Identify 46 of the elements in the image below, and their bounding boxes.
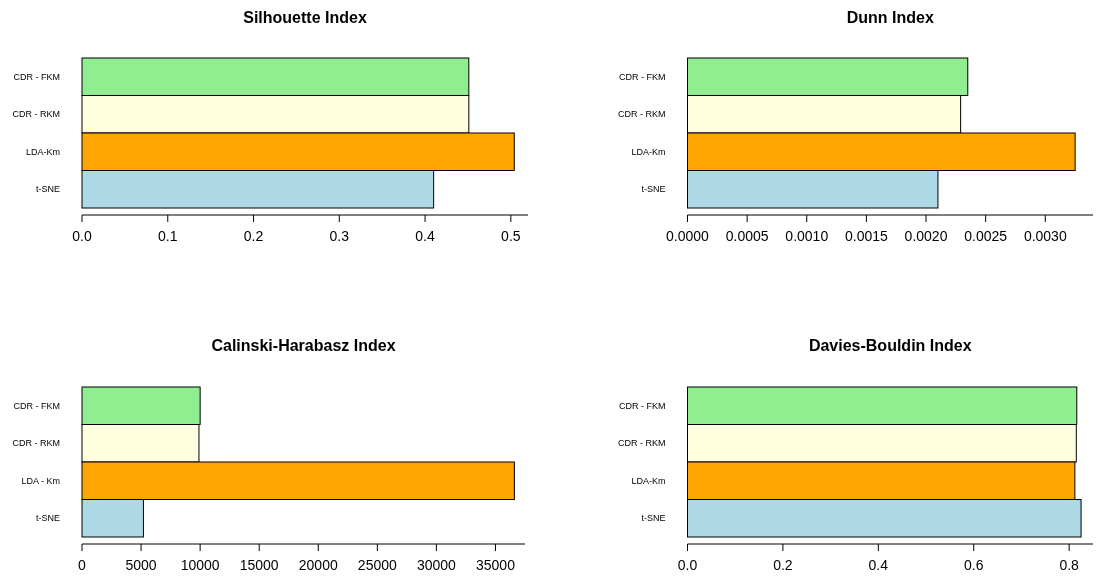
y-tick-label: CDR - FKM: [619, 71, 666, 82]
x-tick-label: 0.2: [773, 557, 793, 573]
x-tick-label: 0.0: [677, 557, 698, 573]
x-tick-label: 0.0000: [666, 228, 710, 244]
x-tick-label: 0.0025: [964, 228, 1008, 244]
x-tick-label: 20000: [298, 557, 338, 573]
x-tick-label: 35000: [476, 557, 516, 573]
x-tick-label: 10000: [180, 557, 220, 573]
x-tick-label: 0.0020: [904, 228, 948, 244]
chart-title: Davies-Bouldin Index: [808, 337, 972, 354]
y-tick-label: CDR - RKM: [618, 109, 666, 120]
y-tick-label: CDR - FKM: [619, 400, 666, 411]
x-tick-label: 0.3: [329, 228, 350, 244]
x-tick-label: 0: [78, 557, 87, 573]
y-tick-label: t-SNE: [35, 184, 60, 195]
y-tick-label: LDA-Km: [631, 146, 666, 157]
x-tick-label: 0.6: [964, 557, 984, 573]
x-tick-label: 0.5: [501, 228, 521, 244]
x-tick-label: 0.0015: [844, 228, 889, 244]
chart-title: Dunn Index: [846, 9, 934, 26]
x-tick-label: 5000: [125, 557, 157, 573]
y-tick-label: LDA - Km: [21, 475, 60, 486]
y-tick-label: CDR - FKM: [13, 400, 60, 411]
x-tick-label: 0.0005: [725, 228, 769, 244]
x-tick-label: 15000: [239, 557, 279, 573]
y-tick-label: t-SNE: [35, 513, 60, 524]
x-tick-label: 0.0: [72, 228, 92, 244]
y-tick-label: CDR - RKM: [12, 109, 60, 120]
y-tick-label: CDR - RKM: [12, 438, 60, 449]
chart-title: Calinski-Harabasz Index: [211, 337, 396, 354]
y-tick-label: CDR - FKM: [13, 71, 60, 82]
x-tick-label: 0.8: [1059, 557, 1080, 573]
x-tick-label: 0.0010: [785, 228, 829, 244]
y-tick-label: t-SNE: [641, 184, 666, 195]
x-tick-label: 0.0030: [1023, 228, 1067, 244]
x-tick-label: 0.4: [415, 228, 436, 244]
x-tick-label: 0.2: [243, 228, 264, 244]
x-tick-label: 30000: [416, 557, 457, 573]
y-tick-label: CDR - RKM: [618, 438, 666, 449]
y-tick-label: LDA-Km: [631, 475, 666, 486]
x-tick-label: 0.4: [868, 557, 889, 573]
x-tick-label: 0.1: [158, 228, 178, 244]
y-tick-label: t-SNE: [641, 513, 666, 524]
chart-title: Silhouette Index: [243, 9, 367, 26]
y-tick-label: LDA-Km: [25, 146, 60, 157]
x-tick-label: 25000: [357, 557, 398, 573]
